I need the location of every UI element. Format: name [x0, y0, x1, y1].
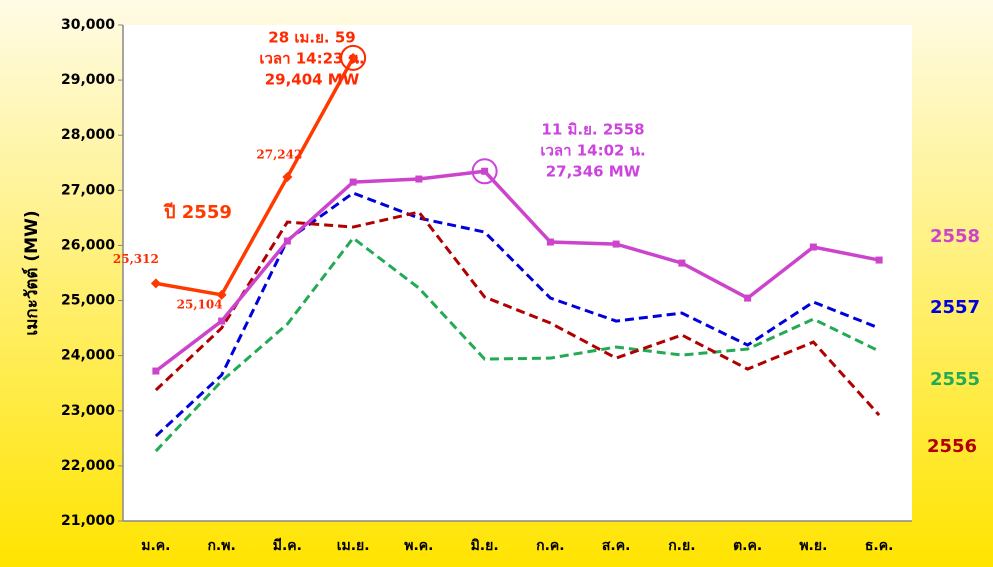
marker [216, 289, 227, 300]
series-line [154, 169, 880, 373]
annotation: 28 เม.ย. 59 [268, 29, 355, 47]
x-tick-label: ก.ย. [668, 538, 695, 554]
x-tick-label: มี.ค. [273, 538, 302, 554]
y-tick-label: 29,000 [61, 72, 115, 88]
marker [349, 178, 357, 186]
x-tick-label: เม.ย. [337, 538, 370, 554]
series-label: ปี 2559 [163, 202, 232, 223]
y-tick-label: 23,000 [61, 403, 115, 419]
annotation: เวลา 14:23 น. [259, 50, 364, 68]
x-tick-label: ส.ค. [602, 538, 631, 554]
marker [348, 52, 359, 63]
marker [678, 259, 686, 267]
series-label: 2557 [930, 297, 980, 318]
series-line [155, 57, 355, 297]
marker [744, 294, 752, 302]
series-line [154, 191, 880, 438]
x-tick-label: ธ.ค. [865, 538, 894, 554]
marker [283, 237, 291, 245]
y-tick-label: 28,000 [61, 127, 115, 143]
marker [218, 317, 226, 325]
marker [150, 278, 161, 289]
x-tick-label: ก.ค. [536, 538, 564, 554]
y-tick-label: 21,000 [61, 513, 115, 529]
y-tick-label: 26,000 [61, 237, 115, 253]
highlight-circle [471, 158, 498, 185]
data-label: 25,104 [177, 297, 223, 311]
x-tick-label: ก.พ. [207, 538, 235, 554]
y-tick-label: 30,000 [61, 17, 115, 33]
y-axis-label: เมกะวัตต์ (MW) [21, 210, 42, 335]
annotation: 27,346 MW [546, 163, 641, 181]
marker [546, 238, 554, 246]
series-line [154, 235, 880, 453]
annotation: 29,404 MW [265, 71, 360, 89]
x-tick-label: ม.ค. [141, 538, 170, 554]
marker [875, 256, 883, 264]
data-label: 25,312 [113, 252, 159, 266]
x-tick-label: มิ.ย. [471, 538, 499, 554]
marker [282, 171, 293, 182]
series-line [154, 210, 881, 417]
marker [612, 240, 620, 248]
marker [809, 243, 817, 251]
y-tick-label: 25,000 [61, 293, 115, 309]
marker [152, 367, 160, 375]
marker [415, 175, 423, 183]
plot-area [123, 25, 912, 521]
x-tick-label: ต.ค. [733, 538, 762, 554]
data-label: 27,242 [256, 147, 302, 161]
y-tick-label: 27,000 [61, 182, 115, 198]
x-tick-label: พ.ค. [404, 538, 433, 554]
highlight-circle [340, 44, 367, 71]
series-label: 2555 [930, 369, 980, 390]
annotation: เวลา 14:02 น. [540, 142, 645, 160]
y-tick-label: 24,000 [61, 348, 115, 364]
y-tick-label: 22,000 [61, 458, 115, 474]
series-label: 2556 [927, 436, 977, 457]
series-label: 2558 [930, 226, 980, 247]
x-tick-label: พ.ย. [799, 538, 827, 554]
annotation: 11 มิ.ย. 2558 [541, 121, 644, 139]
marker [481, 167, 489, 175]
